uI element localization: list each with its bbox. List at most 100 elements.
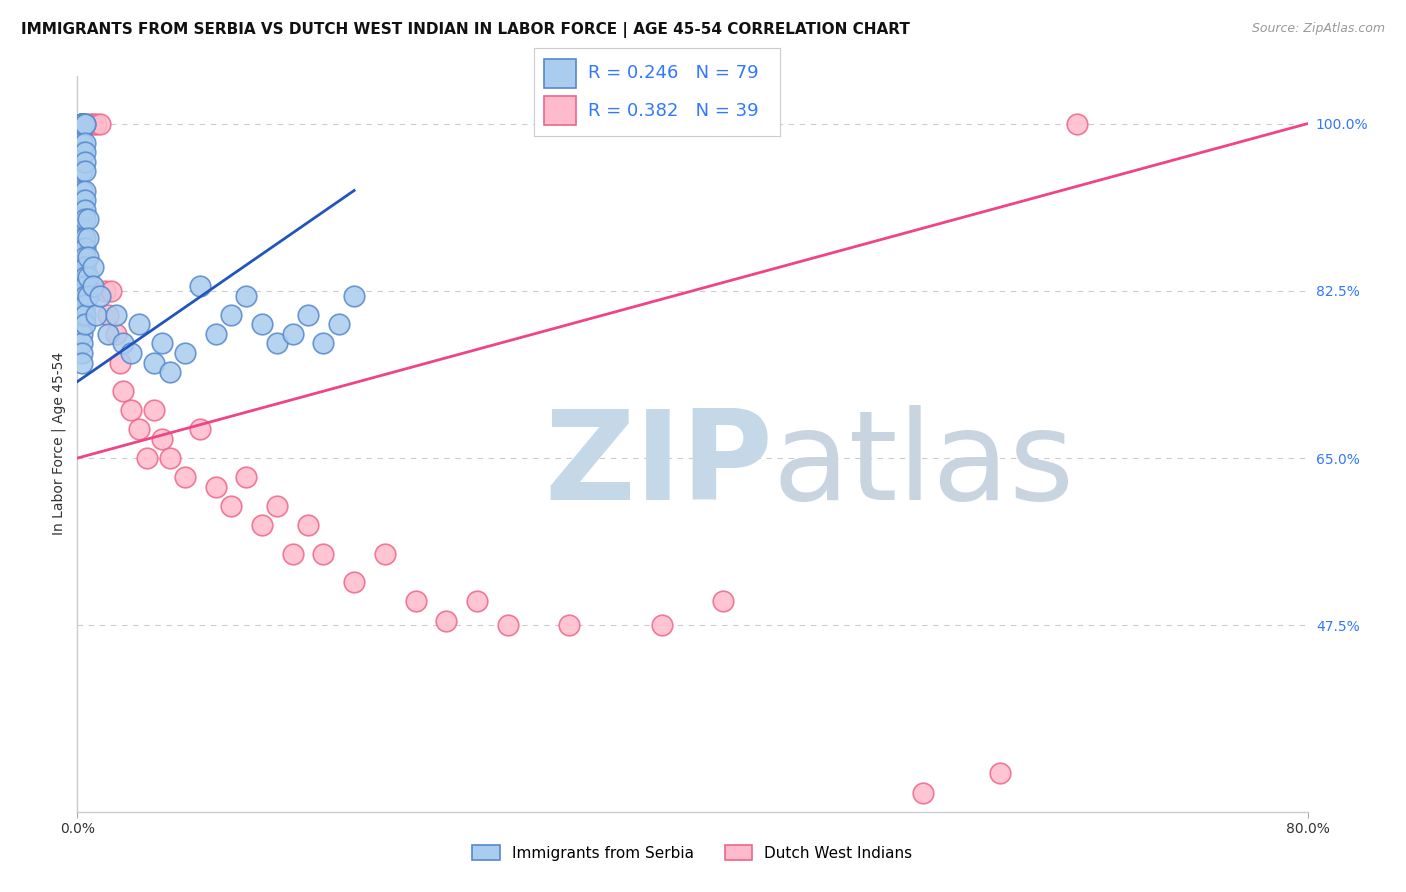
Point [70,117,93,131]
Point [297,308,319,322]
Point [73,241,96,255]
Point [79,117,101,131]
Point [77,231,100,245]
Point [70,117,93,131]
Point [219,308,242,322]
Point [73,279,96,293]
Point [281,547,304,561]
Point [70,136,93,150]
Point [70,241,93,255]
Y-axis label: In Labor Force | Age 45-54: In Labor Force | Age 45-54 [52,352,66,535]
Point [374,547,396,561]
Point [110,355,132,369]
Point [128,318,150,332]
Point [70,145,93,160]
FancyBboxPatch shape [544,59,576,87]
Point [73,251,96,265]
Point [73,117,96,131]
Point [70,117,93,131]
Point [219,499,242,513]
Point [496,618,519,632]
Point [912,786,935,800]
Point [70,231,93,245]
Text: R = 0.246   N = 79: R = 0.246 N = 79 [588,64,759,82]
Point [204,480,226,494]
Point [70,164,93,178]
Point [120,346,142,360]
Text: IMMIGRANTS FROM SERBIA VS DUTCH WEST INDIAN IN LABOR FORCE | AGE 45-54 CORRELATI: IMMIGRANTS FROM SERBIA VS DUTCH WEST IND… [21,22,910,38]
Point [84,117,107,131]
Point [70,298,93,312]
Point [558,618,581,632]
Point [1066,117,1088,131]
Point [73,164,96,178]
Point [150,336,173,351]
Point [89,288,111,302]
Point [150,432,173,446]
Point [73,288,96,302]
Point [70,184,93,198]
Text: Source: ZipAtlas.com: Source: ZipAtlas.com [1251,22,1385,36]
Point [112,336,135,351]
Point [266,336,288,351]
Point [328,318,350,332]
Text: atlas: atlas [772,405,1074,526]
Point [77,269,100,284]
Text: R = 0.382   N = 39: R = 0.382 N = 39 [588,102,759,120]
Point [70,117,93,131]
Point [312,336,335,351]
Point [73,231,96,245]
FancyBboxPatch shape [544,96,576,125]
Point [711,594,734,608]
Point [82,260,104,274]
Point [77,288,100,302]
Point [77,251,100,265]
Legend: Immigrants from Serbia, Dutch West Indians: Immigrants from Serbia, Dutch West India… [467,838,918,867]
Point [73,202,96,217]
Point [188,422,212,436]
Point [120,403,142,417]
Point [651,618,673,632]
Point [73,117,96,131]
Point [188,279,212,293]
Point [70,288,93,302]
Point [73,193,96,207]
Point [70,308,93,322]
Point [250,518,273,533]
Text: ZIP: ZIP [546,405,773,526]
Point [250,318,273,332]
Point [73,308,96,322]
Point [70,117,93,131]
Point [174,346,197,360]
Point [70,326,93,341]
Point [343,575,366,590]
Point [73,117,96,131]
Point [104,326,127,341]
Point [70,269,93,284]
Point [143,355,166,369]
Point [204,326,226,341]
Point [70,193,93,207]
Point [281,326,304,341]
Point [70,202,93,217]
Point [235,288,257,302]
Point [135,451,157,466]
Point [82,117,104,131]
Point [159,365,181,379]
Point [77,212,100,227]
Point [70,212,93,227]
Point [73,298,96,312]
Point [97,326,120,341]
Point [73,269,96,284]
Point [70,117,93,131]
Point [70,355,93,369]
Point [143,403,166,417]
Point [73,184,96,198]
Point [343,288,366,302]
Point [312,547,335,561]
Point [235,470,257,484]
Point [70,117,93,131]
Point [174,470,197,484]
Point [70,251,93,265]
Point [73,212,96,227]
